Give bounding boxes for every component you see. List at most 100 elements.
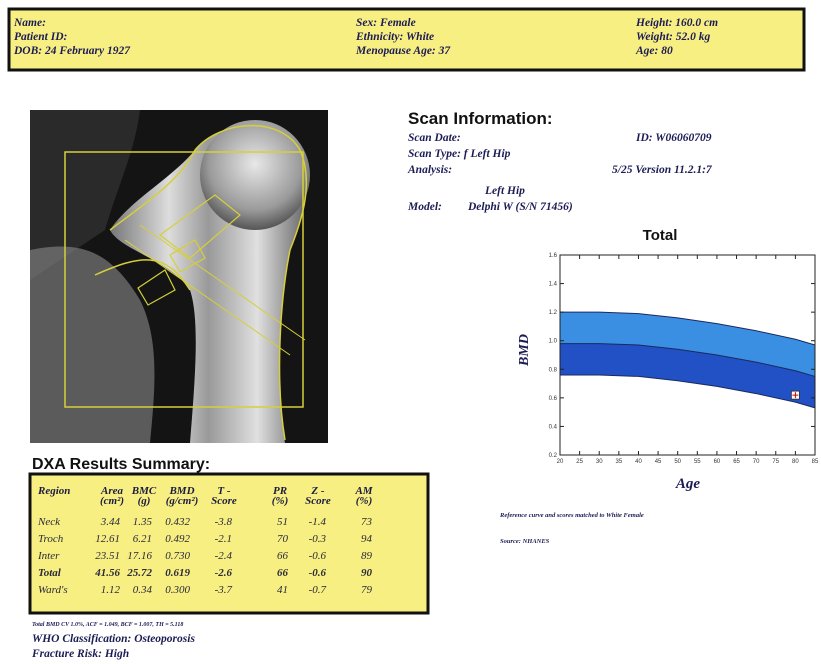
y-tick-label: 1.0 — [549, 339, 558, 345]
scan-text: Model: — [407, 201, 442, 213]
x-tick-label: 85 — [812, 459, 819, 465]
header-text: Name: — [13, 17, 46, 29]
scan-text: 5/25 Version 11.2.1:7 — [612, 164, 713, 176]
table-cell: 23.51 — [95, 550, 120, 562]
report: Name: Patient ID: DOB: 24 February 1927 … — [0, 0, 821, 664]
x-tick-label: 75 — [772, 459, 779, 465]
patient-marker — [791, 391, 799, 399]
page: {"header":{"col1":["Name:","Patient ID:"… — [0, 0, 821, 664]
table-cell: 6.21 — [133, 533, 152, 545]
scan-text: Scan Date: — [408, 132, 461, 144]
table-cell: 0.730 — [165, 550, 190, 562]
table-cell: 90 — [361, 567, 373, 579]
scan-text: ID: W06060709 — [635, 132, 712, 144]
x-tick-label: 50 — [674, 459, 681, 465]
x-tick-label: 30 — [596, 459, 603, 465]
scan-text: Delphi W (S/N 71456) — [467, 201, 573, 213]
column-header: (g) — [138, 495, 151, 507]
column-header: Region — [37, 485, 70, 497]
table-cell: 79 — [361, 584, 373, 596]
y-axis-label: BMD — [517, 334, 532, 367]
scan-text: Left Hip — [484, 185, 525, 197]
x-tick-label: 40 — [635, 459, 642, 465]
bmd-chart: Total BMD Age 1.61.41.21.00.80.60.40.220… — [517, 227, 819, 492]
table-cell: 0.492 — [165, 533, 190, 545]
header-text: Age: 80 — [635, 45, 673, 57]
x-tick-label: 65 — [733, 459, 740, 465]
table-cell: 70 — [277, 533, 289, 545]
header-text: Weight: 52.0 kg — [636, 31, 710, 43]
table-cell: 66 — [277, 567, 289, 579]
scan-info: Scan Date: ID: W06060709 Scan Type: f Le… — [407, 132, 713, 213]
table-cell: 1.35 — [133, 516, 153, 528]
column-header: (g/cm²) — [166, 495, 199, 507]
y-tick-label: 0.8 — [549, 367, 558, 373]
section-title: DXA Results Summary: — [32, 456, 210, 473]
table-cell: -0.7 — [309, 584, 327, 596]
x-tick-label: 35 — [616, 459, 623, 465]
table-cell: -1.4 — [309, 516, 327, 528]
header-text: Menopause Age: 37 — [355, 45, 451, 57]
table-cell: 0.34 — [133, 584, 153, 596]
row-label: Ward's — [38, 584, 68, 596]
table-cell: 1.12 — [101, 584, 121, 596]
table-cell: 3.44 — [100, 516, 121, 528]
y-tick-label: 1.4 — [549, 282, 558, 288]
header-text: Ethnicity: White — [355, 31, 434, 43]
table-cell: 0.300 — [165, 584, 190, 596]
header-text: Height: 160.0 cm — [635, 17, 718, 29]
y-tick-label: 0.4 — [549, 424, 558, 430]
table-cell: -0.6 — [309, 550, 327, 562]
column-header: (cm²) — [100, 495, 124, 507]
x-tick-label: 25 — [576, 459, 583, 465]
header-text: Patient ID: — [14, 31, 68, 43]
section-title: Scan Information: — [408, 109, 553, 128]
column-header: (%) — [272, 495, 289, 507]
y-tick-label: 1.6 — [549, 253, 558, 259]
scan-text: Scan Type: f Left Hip — [408, 148, 511, 160]
table-cell: 94 — [361, 533, 373, 545]
table-cell: 66 — [277, 550, 289, 562]
x-tick-label: 60 — [714, 459, 721, 465]
table-cell: -0.3 — [309, 533, 327, 545]
reference-source: Source: NHANES — [500, 538, 550, 545]
table-cell: 17.16 — [127, 550, 152, 562]
x-tick-label: 70 — [753, 459, 760, 465]
table-cell: -3.7 — [215, 584, 233, 596]
table-cell: 73 — [361, 516, 373, 528]
xray-image — [30, 110, 328, 443]
table-cell: -2.1 — [215, 533, 232, 545]
table-cell: -0.6 — [309, 567, 327, 579]
column-header: Score — [305, 495, 331, 507]
x-tick-label: 20 — [557, 459, 564, 465]
x-tick-label: 80 — [792, 459, 799, 465]
table-cell: -2.4 — [215, 550, 233, 562]
header-text: DOB: 24 February 1927 — [13, 45, 131, 57]
row-label: Troch — [38, 533, 64, 545]
x-tick-label: 55 — [694, 459, 701, 465]
table-cell: -3.8 — [215, 516, 233, 528]
column-header: Score — [211, 495, 237, 507]
table-cell: -2.6 — [215, 567, 233, 579]
table-cell: 25.72 — [126, 567, 152, 579]
row-label: Neck — [37, 516, 61, 528]
table-cell: 0.619 — [165, 567, 190, 579]
chart-title: Total — [643, 227, 678, 244]
column-header: (%) — [356, 495, 373, 507]
y-tick-label: 0.6 — [549, 396, 558, 402]
row-label: Total — [38, 567, 62, 579]
row-label: Inter — [37, 550, 60, 562]
reference-note: Reference curve and scores matched to Wh… — [499, 512, 644, 519]
table-cell: 12.61 — [95, 533, 120, 545]
x-tick-label: 45 — [655, 459, 662, 465]
table-cell: 0.432 — [165, 516, 190, 528]
footer-text: WHO Classification: Osteoporosis — [32, 633, 195, 645]
footer-text: Fracture Risk: High — [31, 648, 129, 660]
footer-text: Total BMD CV 1.0%, ACF = 1.049, BCF = 1.… — [32, 622, 183, 628]
y-tick-label: 1.2 — [549, 310, 558, 316]
scan-text: Analysis: — [407, 164, 452, 176]
table-cell: 51 — [277, 516, 288, 528]
table-cell: 41.56 — [94, 567, 120, 579]
x-axis-label: Age — [675, 476, 701, 492]
table-cell: 89 — [361, 550, 373, 562]
